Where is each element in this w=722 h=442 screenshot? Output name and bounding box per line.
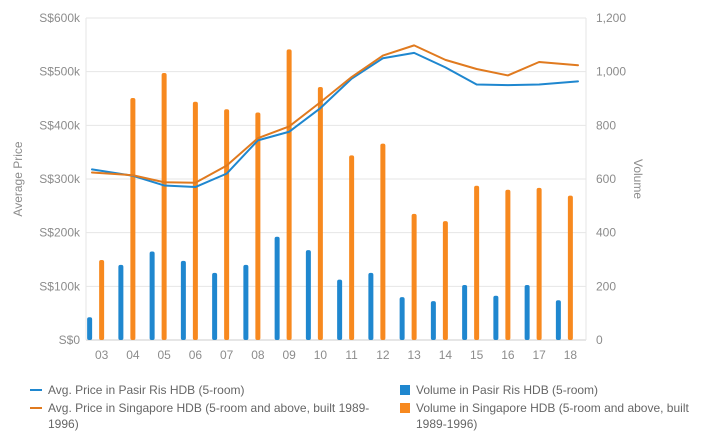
left-tick-label: S$200k: [39, 226, 81, 240]
bar-pasir-ris-volume[interactable]: [462, 284, 468, 340]
legend-square-icon: [400, 403, 410, 413]
right-axis-title: Volume: [631, 159, 645, 199]
legend-label: Avg. Price in Singapore HDB (5-room and …: [48, 401, 370, 431]
bar-singapore-volume[interactable]: [99, 260, 105, 340]
legend: Avg. Price in Pasir Ris HDB (5-room) Vol…: [0, 376, 722, 442]
bar-pasir-ris-volume[interactable]: [368, 272, 374, 340]
bar-singapore-volume[interactable]: [536, 187, 542, 340]
bar-pasir-ris-volume[interactable]: [243, 264, 249, 340]
x-tick-label: 16: [501, 348, 515, 362]
legend-line-icon: [30, 407, 42, 409]
x-tick-label: 13: [407, 348, 421, 362]
legend-item-pasir-ris-volume[interactable]: Volume in Pasir Ris HDB (5-room): [400, 382, 710, 398]
legend-item-singapore-price[interactable]: Avg. Price in Singapore HDB (5-room and …: [30, 400, 370, 432]
price-lines: [91, 44, 579, 189]
combo-chart: S$0S$100kS$200kS$300kS$400kS$500kS$600k …: [11, 11, 645, 362]
bar-singapore-volume[interactable]: [161, 73, 167, 340]
x-axis-ticks: 03 04 05 06 07 08 09 10 11 12 13 14 15 16 17 18: [95, 348, 577, 362]
bars: [87, 49, 573, 341]
right-tick-label: 0: [596, 333, 603, 347]
right-tick-label: 200: [596, 279, 616, 293]
bar-pasir-ris-volume[interactable]: [430, 301, 436, 340]
legend-label: Avg. Price in Pasir Ris HDB (5-room): [48, 383, 245, 397]
right-axis-ticks: 0 200 400 600 800 1,000 1,200: [596, 11, 626, 347]
x-tick-label: 04: [126, 348, 140, 362]
x-tick-label: 07: [220, 348, 234, 362]
gridlines: [85, 17, 587, 341]
bar-singapore-volume[interactable]: [286, 49, 292, 341]
x-tick-label: 11: [345, 348, 358, 362]
x-tick-label: 10: [314, 348, 328, 362]
bar-pasir-ris-volume[interactable]: [555, 300, 561, 340]
left-tick-label: S$400k: [39, 118, 81, 132]
bar-pasir-ris-volume[interactable]: [180, 260, 186, 340]
x-tick-label: 05: [157, 348, 171, 362]
bar-singapore-volume[interactable]: [317, 86, 323, 340]
bar-singapore-volume[interactable]: [411, 213, 417, 340]
x-tick-label: 18: [564, 348, 578, 362]
right-tick-label: 800: [596, 118, 616, 132]
bar-singapore-volume[interactable]: [380, 143, 386, 340]
x-tick-label: 08: [251, 348, 265, 362]
left-tick-label: S$100k: [39, 279, 81, 293]
x-tick-label: 06: [189, 348, 203, 362]
right-tick-label: 1,000: [596, 65, 626, 79]
bar-pasir-ris-volume[interactable]: [524, 284, 530, 340]
bar-singapore-volume[interactable]: [255, 112, 261, 340]
right-tick-label: 400: [596, 226, 616, 240]
left-tick-label: S$300k: [39, 172, 81, 186]
left-tick-label: S$0: [59, 333, 81, 347]
x-tick-label: 15: [470, 348, 484, 362]
bar-singapore-volume[interactable]: [442, 221, 448, 340]
right-tick-label: 600: [596, 172, 616, 186]
legend-square-icon: [400, 385, 410, 395]
left-axis-ticks: S$0 S$100k S$200k S$300k S$400k S$500k S$600k: [39, 11, 81, 347]
bar-pasir-ris-volume[interactable]: [212, 272, 218, 340]
left-tick-label: S$500k: [39, 65, 81, 79]
bar-singapore-volume[interactable]: [567, 195, 573, 340]
legend-label: Volume in Singapore HDB (5-room and abov…: [416, 401, 689, 431]
bar-pasir-ris-volume[interactable]: [118, 264, 124, 340]
left-tick-label: S$600k: [39, 11, 81, 25]
x-tick-label: 14: [439, 348, 453, 362]
bar-singapore-volume[interactable]: [349, 155, 355, 340]
x-tick-label: 12: [376, 348, 390, 362]
bar-pasir-ris-volume[interactable]: [149, 251, 155, 340]
x-tick-label: 09: [282, 348, 296, 362]
bar-pasir-ris-volume[interactable]: [87, 317, 93, 340]
x-tick-label: 03: [95, 348, 109, 362]
bar-pasir-ris-volume[interactable]: [337, 279, 343, 340]
bar-pasir-ris-volume[interactable]: [274, 236, 280, 340]
x-tick-label: 17: [532, 348, 546, 362]
bar-singapore-volume[interactable]: [192, 101, 198, 340]
left-axis-title: Average Price: [11, 141, 25, 216]
bar-singapore-volume[interactable]: [224, 109, 230, 340]
legend-item-pasir-ris-price[interactable]: Avg. Price in Pasir Ris HDB (5-room): [30, 382, 350, 398]
line-pasir-ris-price[interactable]: [91, 51, 579, 189]
bar-pasir-ris-volume[interactable]: [493, 295, 499, 340]
bar-singapore-volume[interactable]: [130, 97, 136, 340]
bar-pasir-ris-volume[interactable]: [305, 250, 311, 340]
legend-item-singapore-volume[interactable]: Volume in Singapore HDB (5-room and abov…: [400, 400, 718, 432]
bar-pasir-ris-volume[interactable]: [399, 297, 405, 340]
bar-singapore-volume[interactable]: [474, 185, 480, 340]
legend-label: Volume in Pasir Ris HDB (5-room): [416, 383, 599, 397]
legend-line-icon: [30, 389, 42, 391]
line-singapore-price[interactable]: [91, 44, 579, 184]
bar-singapore-volume[interactable]: [505, 189, 511, 340]
right-tick-label: 1,200: [596, 11, 626, 25]
